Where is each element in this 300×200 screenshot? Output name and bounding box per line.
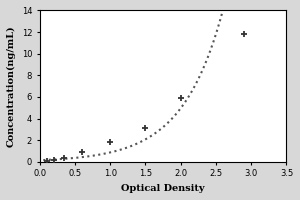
Y-axis label: Concentration(ng/mL): Concentration(ng/mL) bbox=[7, 25, 16, 147]
X-axis label: Optical Density: Optical Density bbox=[121, 184, 205, 193]
